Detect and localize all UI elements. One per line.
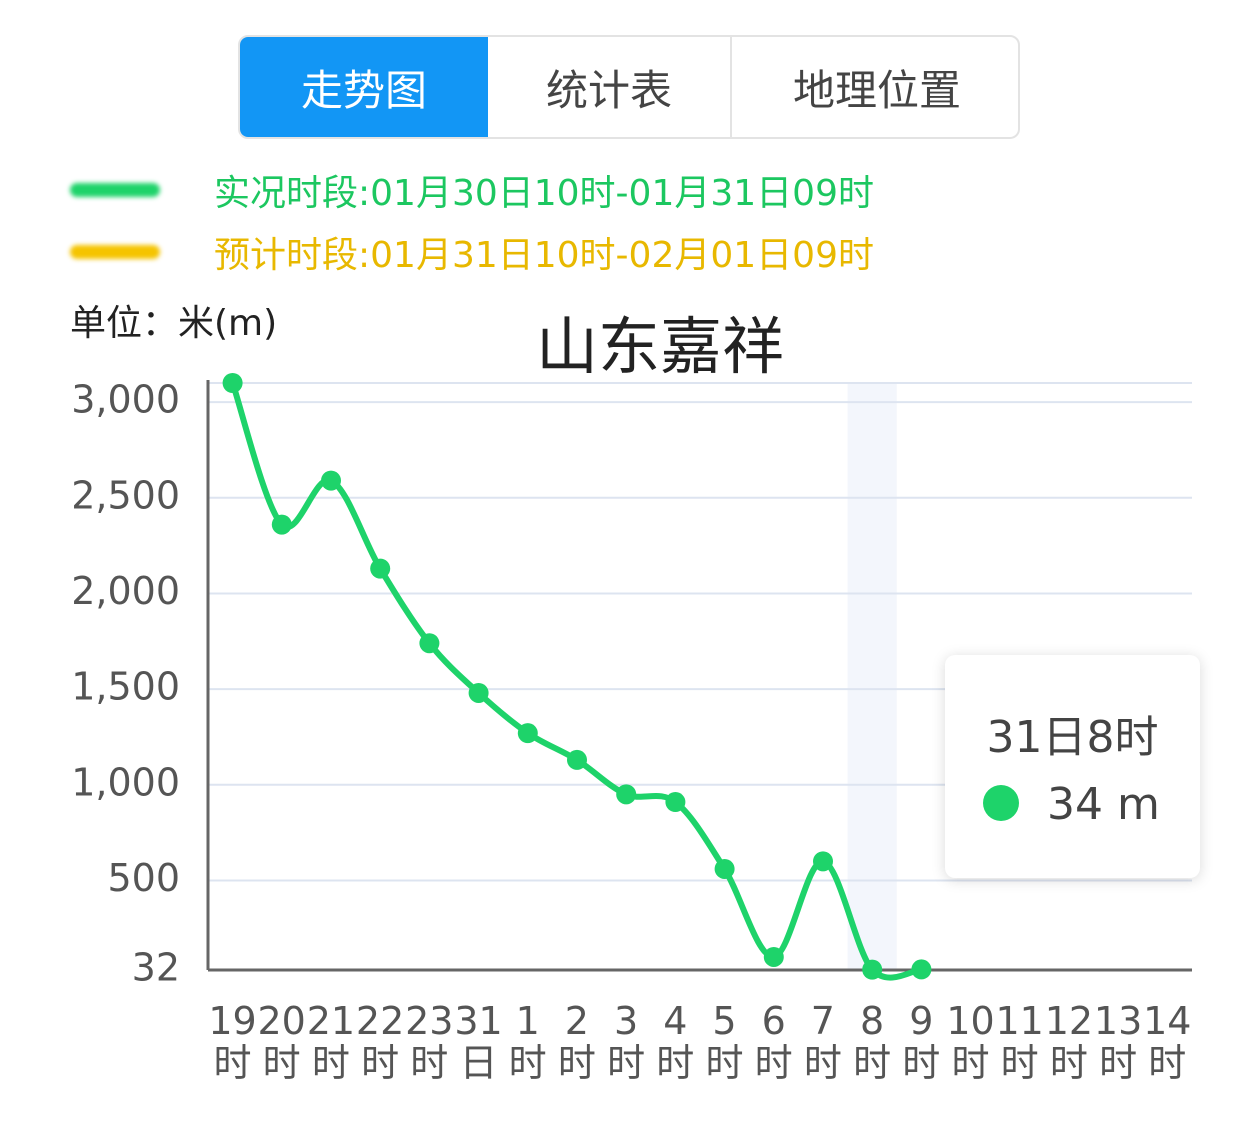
- legend-swatch: [70, 183, 160, 197]
- data-point: [862, 959, 883, 980]
- data-point: [370, 558, 391, 579]
- y-tick-label: 1,500: [71, 665, 180, 709]
- legend-item: 实况时段:01月30日10时-01月31日09时: [70, 165, 874, 215]
- data-point: [813, 851, 833, 872]
- y-tick-label: 500: [107, 856, 180, 900]
- tooltip-marker: [983, 785, 1019, 821]
- legend-swatch: [70, 245, 160, 259]
- y-tick-label: 2,500: [71, 473, 180, 517]
- x-tick-label: 8时: [853, 999, 892, 1085]
- legend-label: 实况时段:01月30日10时-01月31日09时: [214, 173, 874, 214]
- legend-item: 预计时段:01月31日10时-02月01日09时: [70, 227, 874, 277]
- x-tick-label: 6时: [754, 999, 793, 1085]
- data-point: [419, 633, 440, 654]
- x-tick-label: 20时: [257, 999, 306, 1085]
- x-tick-label: 22时: [355, 999, 405, 1085]
- tooltip: 31日8时 34 m: [945, 655, 1200, 878]
- chart-title: 山东嘉祥: [535, 310, 784, 383]
- hover-band: [847, 383, 897, 970]
- tooltip-value: 34 m: [1047, 779, 1160, 830]
- data-point: [665, 792, 686, 813]
- y-tick-label: 32: [132, 946, 180, 990]
- data-point: [468, 682, 489, 703]
- x-tick-label: 12时: [1044, 999, 1094, 1085]
- x-tick-label: 9时: [902, 999, 941, 1085]
- x-tick-label: 5时: [705, 999, 744, 1085]
- tooltip-title: 31日8时: [986, 712, 1159, 763]
- data-point: [271, 514, 292, 535]
- data-point: [517, 723, 538, 744]
- x-tick-label: 1时: [508, 999, 547, 1085]
- x-tick-label: 10时: [946, 999, 995, 1085]
- data-point: [763, 946, 784, 967]
- tab[interactable]: 走势图: [240, 37, 488, 137]
- data-point: [222, 373, 243, 393]
- x-tick-label: 2时: [557, 999, 596, 1085]
- data-point: [714, 858, 735, 879]
- y-tick-label: 2,000: [71, 569, 180, 613]
- x-tick-label: 7时: [803, 999, 842, 1085]
- legend-label: 预计时段:01月31日10时-02月01日09时: [214, 235, 874, 276]
- y-tick-label: 3,000: [71, 378, 180, 422]
- tab[interactable]: 统计表: [488, 37, 732, 137]
- x-tick-label: 14时: [1143, 999, 1192, 1085]
- x-tick-label: 3时: [607, 999, 646, 1085]
- x-tick-label: 31日: [454, 999, 503, 1085]
- x-tick-label: 4时: [656, 999, 695, 1085]
- data-point: [911, 959, 932, 980]
- y-tick-label: 1,000: [71, 760, 180, 804]
- data-point: [567, 749, 587, 770]
- x-tick-label: 19时: [208, 999, 257, 1085]
- x-tick-label: 13时: [1093, 999, 1143, 1085]
- unit-label: 单位：米(m): [70, 303, 278, 344]
- data-point: [616, 784, 637, 805]
- x-tick-label: 21时: [306, 999, 356, 1085]
- tab-bar: 走势图 统计表 地理位置: [238, 35, 1020, 139]
- x-tick-label: 11时: [995, 999, 1044, 1085]
- data-point: [321, 470, 341, 491]
- tab[interactable]: 地理位置: [792, 65, 961, 115]
- x-tick-label: 23时: [405, 999, 454, 1085]
